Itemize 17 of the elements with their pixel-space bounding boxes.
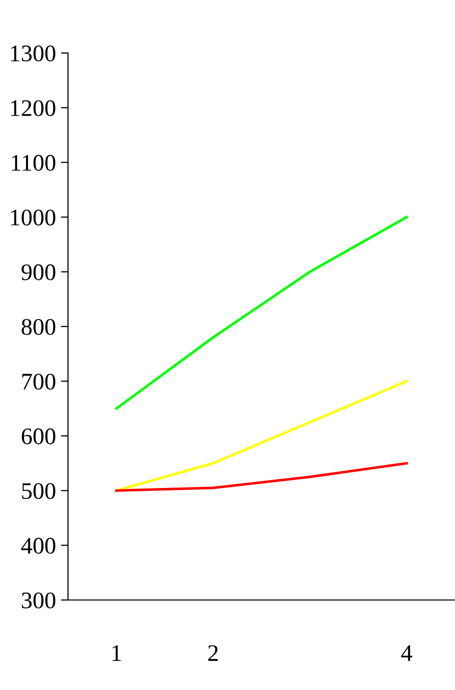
y-tick-label: 1100 bbox=[12, 154, 56, 171]
y-tick-label: 1000 bbox=[11, 210, 56, 226]
line-series bbox=[115, 462, 408, 492]
y-tick-label: 500 bbox=[22, 483, 56, 500]
x-tick-label: 1 bbox=[112, 645, 121, 661]
y-tick-label: 1200 bbox=[11, 100, 56, 116]
line-series bbox=[115, 380, 408, 492]
x-tick-label: 4 bbox=[401, 645, 412, 661]
y-tick-label: 300 bbox=[22, 592, 56, 608]
y-tick-label: 400 bbox=[21, 538, 56, 554]
x-tick-label: 2 bbox=[208, 645, 218, 661]
line-series bbox=[115, 216, 408, 410]
y-tick-label: 900 bbox=[22, 264, 56, 280]
y-tick-label: 700 bbox=[22, 374, 56, 390]
y-tick-label: 800 bbox=[22, 318, 56, 335]
y-tick-label: 1300 bbox=[11, 45, 56, 62]
y-tick-label: 600 bbox=[22, 428, 56, 444]
